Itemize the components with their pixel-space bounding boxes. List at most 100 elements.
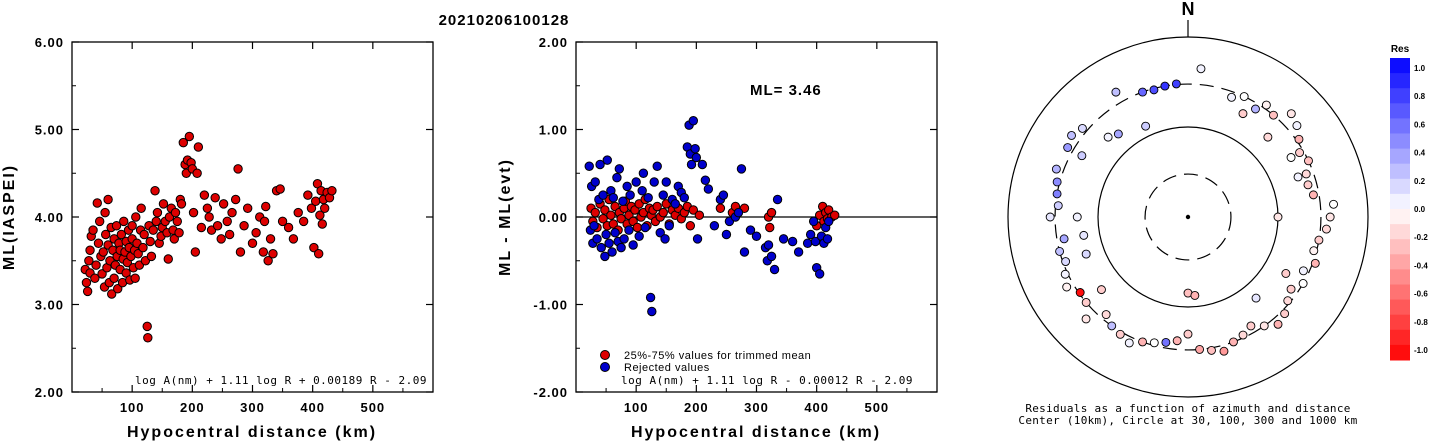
station-point xyxy=(1124,338,1134,348)
station-point xyxy=(1239,92,1249,101)
station-point xyxy=(1259,321,1269,331)
station-point xyxy=(1149,85,1159,95)
ml-distance-panel: 2.00 3.00 4.00 5.00 6.00 100 200 300 400 500 log … xyxy=(1,35,434,441)
station-point xyxy=(1172,336,1182,346)
ml-distance-xtick-label: 100 xyxy=(120,400,145,415)
residual-distance-point xyxy=(643,193,653,203)
colorbar-title: Res xyxy=(1391,44,1410,55)
ml-distance-point xyxy=(210,193,220,203)
station-point xyxy=(1160,81,1170,91)
residual-distance-point xyxy=(589,221,599,231)
residual-colorbar: 1.0 0.8 0.6 0.4 0.2 0.0 -0.2 -0.4 -0.6 -0.8 -1.0 xyxy=(1390,58,1428,361)
residual-distance-point xyxy=(647,306,657,317)
ml-distance-point xyxy=(100,229,111,240)
residual-distance-point xyxy=(763,240,774,250)
residual-distance-point xyxy=(614,164,625,174)
station-point xyxy=(1295,148,1305,158)
residual-distance-point xyxy=(685,221,696,231)
ml-distance-point xyxy=(178,137,189,148)
residual-distance-point xyxy=(691,152,702,163)
ml-distance-point xyxy=(235,247,246,257)
colorbar-tick-label: 0.8 xyxy=(1414,92,1426,101)
colorbar-swatch xyxy=(1390,103,1410,119)
ml-distance-point xyxy=(174,228,184,238)
ml-distance-point xyxy=(227,207,237,218)
residual-distance-xtick-label: 100 xyxy=(624,400,649,415)
ml-distance-point xyxy=(193,142,204,152)
residual-distance-points xyxy=(584,116,840,317)
residual-distance-panel: -2.00 -1.00 0.00 1.00 2.00 100 200 300 400 500 ML… xyxy=(497,35,938,441)
residual-distance-point xyxy=(778,234,789,244)
ml-distance-point xyxy=(93,238,104,248)
residual-distance-point xyxy=(658,190,668,200)
residual-distance-point xyxy=(638,168,649,178)
residual-distance-point xyxy=(628,240,638,250)
colorbar-swatch xyxy=(1390,254,1410,270)
ml-distance-point xyxy=(82,286,93,297)
residual-distance-point xyxy=(631,177,641,187)
ml-distance-ticks: 2.00 3.00 4.00 5.00 6.00 100 200 300 400 500 xyxy=(35,35,433,415)
ml-distance-point xyxy=(263,256,273,266)
ml-distance-point xyxy=(145,236,155,247)
ml-distance-xtick-label: 300 xyxy=(240,400,265,415)
ml-distance-point xyxy=(293,207,303,218)
ml-distance-point xyxy=(233,164,243,174)
residual-distance-point xyxy=(610,228,620,238)
station-point xyxy=(1303,180,1313,190)
residual-distance-point xyxy=(697,159,708,170)
colorbar-tick-label: 0.2 xyxy=(1414,177,1426,186)
residual-distance-point xyxy=(739,247,750,257)
station-point xyxy=(1196,64,1206,74)
ml-distance-point xyxy=(239,221,249,231)
ml-distance-point xyxy=(91,260,101,270)
station-point xyxy=(1227,92,1237,102)
residual-distance-point xyxy=(660,234,670,244)
ml-distance-point xyxy=(131,212,141,222)
colorbar-swatch xyxy=(1390,329,1410,346)
residual-distance-point xyxy=(596,242,606,253)
ml-distance-point xyxy=(268,249,278,259)
ring-30km xyxy=(1144,173,1232,261)
station-point xyxy=(1077,123,1087,133)
colorbar-swatch xyxy=(1390,118,1410,134)
legend-rejected-marker xyxy=(600,362,610,372)
colorbar-tick-label: -1.0 xyxy=(1414,346,1428,355)
station-point xyxy=(1195,344,1205,354)
ml-distance-ytick-label: 2.00 xyxy=(35,385,64,400)
ml-distance-point xyxy=(317,219,327,229)
station-point xyxy=(1111,87,1121,97)
ml-distance-point xyxy=(163,254,173,264)
ml-distance-ylabel: ML(IASPEI) xyxy=(1,164,18,270)
ml-distance-point xyxy=(190,247,201,257)
colorbar-swatch xyxy=(1390,239,1410,255)
station-point xyxy=(1079,230,1089,240)
ml-distance-point xyxy=(283,222,294,233)
station-point xyxy=(1081,314,1091,324)
station-point xyxy=(1097,285,1106,295)
ml-distance-point xyxy=(111,221,122,231)
station-point xyxy=(1329,199,1338,209)
ml-distance-point xyxy=(247,238,258,248)
residual-distance-xtick-label: 500 xyxy=(864,400,889,415)
residual-distance-point xyxy=(766,207,777,218)
residual-distance-point xyxy=(688,205,699,215)
residual-distance-point xyxy=(787,236,798,247)
colorbar-swatch xyxy=(1390,133,1410,150)
station-point xyxy=(1219,346,1229,356)
ml-distance-points xyxy=(80,131,337,343)
residual-distance-point xyxy=(736,164,747,174)
ml-distance-point xyxy=(138,242,148,253)
station-point xyxy=(1081,298,1091,307)
residual-distance-point xyxy=(595,159,605,170)
station-point xyxy=(1190,291,1200,300)
ml-distance-point xyxy=(90,273,100,283)
station-point xyxy=(1309,246,1319,256)
ml-distance-ytick-label: 6.00 xyxy=(35,35,64,50)
ml-distance-point xyxy=(127,221,137,231)
station-point xyxy=(1081,249,1091,259)
polar-center xyxy=(1185,214,1191,220)
residual-distance-point xyxy=(616,242,626,253)
residual-distance-point xyxy=(600,251,610,262)
residual-distance-ylabel: ML - ML(evt) xyxy=(497,158,514,276)
station-point xyxy=(1077,151,1087,161)
